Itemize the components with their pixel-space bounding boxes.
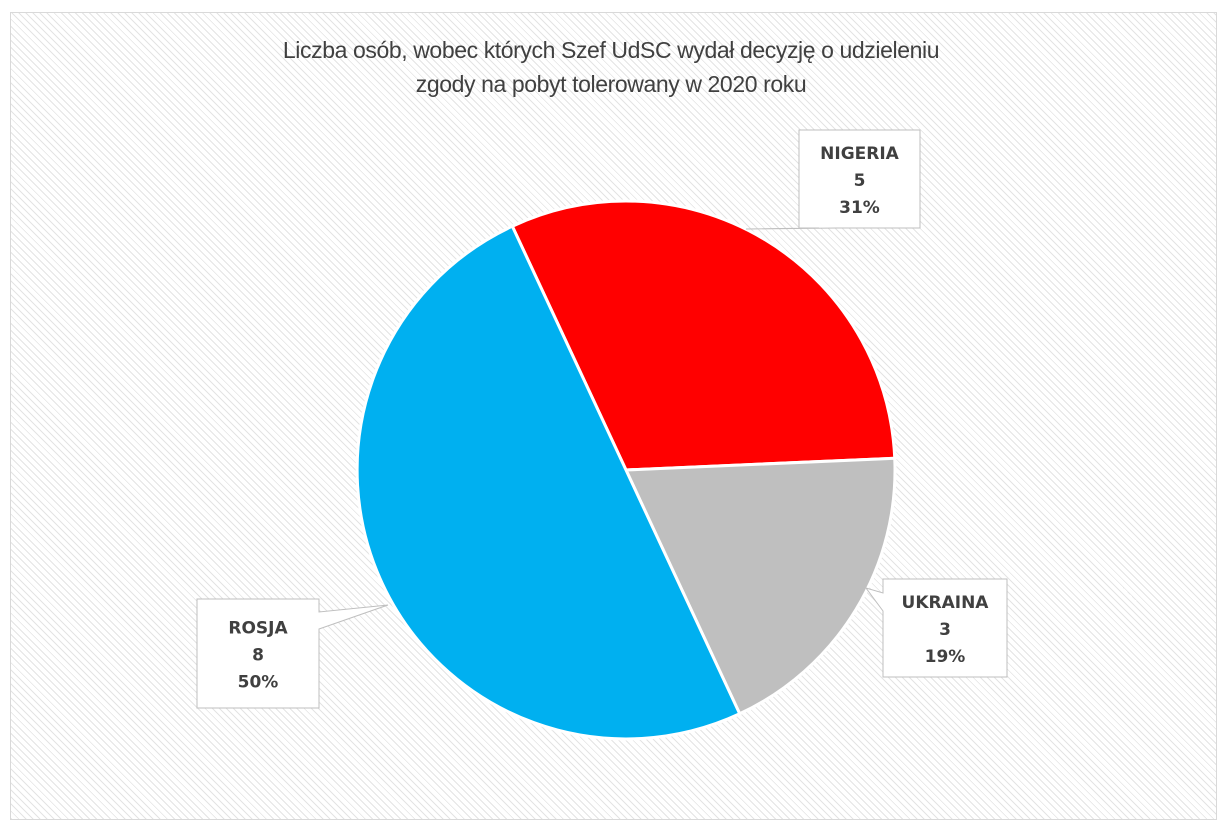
pie-slice-rosja	[355, 224, 742, 741]
pie-callouts: NIGERIA 5 31% UKRAINA 3 19% ROSJA 8 50%	[196, 129, 1008, 709]
pie-slice-nigeria	[510, 199, 897, 472]
pie-slice-ukraina	[623, 456, 897, 716]
chart-title: Liczba osób, wobec których Szef UdSC wyd…	[161, 33, 1061, 101]
callout-box	[745, 129, 921, 230]
callout-value-label: 5	[854, 171, 866, 191]
pie-slices	[355, 199, 897, 741]
pie-chart: NIGERIA 5 31% UKRAINA 3 19% ROSJA 8 50%	[196, 129, 1008, 741]
callout-ukraina: UKRAINA 3 19%	[864, 578, 1008, 678]
callout-nigeria: NIGERIA 5 31%	[745, 129, 921, 230]
callout-rosja: ROSJA 8 50%	[196, 598, 389, 709]
chart-title-line-2: zgody na pobyt tolerowany w 2020 roku	[415, 71, 807, 97]
callout-percent-label: 50%	[238, 673, 279, 693]
chart-title-line-1: Liczba osób, wobec których Szef UdSC wyd…	[282, 37, 940, 63]
callout-category-label: ROSJA	[228, 619, 288, 639]
callout-box	[864, 578, 1008, 678]
chart-area: Liczba osób, wobec których Szef UdSC wyd…	[10, 12, 1217, 820]
callout-value-label: 8	[252, 646, 264, 666]
callout-category-label: UKRAINA	[902, 593, 990, 613]
callout-percent-label: 31%	[839, 198, 880, 218]
callout-value-label: 3	[939, 620, 951, 640]
callout-box	[196, 598, 389, 709]
callout-category-label: NIGERIA	[820, 144, 900, 164]
callout-percent-label: 19%	[925, 647, 966, 667]
